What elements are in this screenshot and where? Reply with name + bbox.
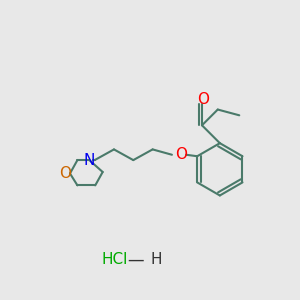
Text: H: H (150, 253, 162, 268)
Text: N: N (84, 153, 95, 168)
Text: O: O (58, 166, 70, 181)
Text: HCl: HCl (101, 253, 128, 268)
Text: O: O (175, 147, 187, 162)
Text: O: O (197, 92, 209, 106)
Text: —: — (127, 251, 143, 269)
